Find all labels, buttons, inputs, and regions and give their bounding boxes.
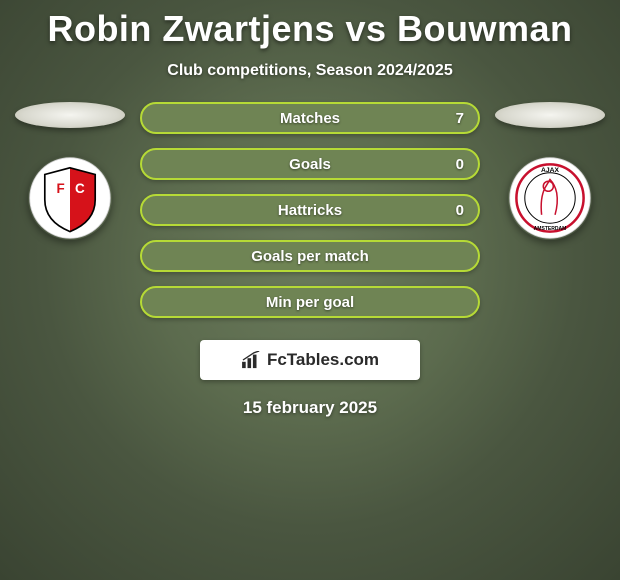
attribution-text: FcTables.com <box>267 350 379 370</box>
page-title: Robin Zwartjens vs Bouwman <box>47 8 572 50</box>
subtitle: Club competitions, Season 2024/2025 <box>167 62 452 80</box>
attribution-label: FcTables.com <box>241 350 379 370</box>
svg-text:AJAX: AJAX <box>541 167 559 174</box>
stat-row-goals-per-match: Goals per match <box>140 240 480 272</box>
comparison-row: F C Matches 7 Goals 0 Hattricks 0 Goals … <box>0 102 620 318</box>
svg-text:F: F <box>57 181 65 196</box>
attribution-box: FcTables.com <box>200 340 420 380</box>
stat-row-min-per-goal: Min per goal <box>140 286 480 318</box>
stat-label: Matches <box>280 110 340 127</box>
svg-text:C: C <box>75 181 85 196</box>
stat-value-right: 0 <box>456 202 464 219</box>
ajax-icon: AJAX AMSTERDAM <box>508 156 592 240</box>
stat-label: Min per goal <box>266 294 354 311</box>
comparison-date: 15 february 2025 <box>243 398 377 418</box>
left-player-podium <box>15 102 125 128</box>
fc-utrecht-icon: F C <box>28 156 112 240</box>
right-player-column: AJAX AMSTERDAM <box>490 102 610 240</box>
stat-value-right: 0 <box>456 156 464 173</box>
stat-label: Goals <box>289 156 331 173</box>
left-club-badge: F C <box>28 156 112 240</box>
svg-text:AMSTERDAM: AMSTERDAM <box>534 226 567 232</box>
stat-label: Goals per match <box>251 248 369 265</box>
stats-column: Matches 7 Goals 0 Hattricks 0 Goals per … <box>140 102 480 318</box>
stat-label: Hattricks <box>278 202 342 219</box>
stat-row-goals: Goals 0 <box>140 148 480 180</box>
right-club-badge: AJAX AMSTERDAM <box>508 156 592 240</box>
stat-row-hattricks: Hattricks 0 <box>140 194 480 226</box>
bar-chart-icon <box>241 351 263 369</box>
stat-row-matches: Matches 7 <box>140 102 480 134</box>
stat-value-right: 7 <box>456 110 464 127</box>
right-player-podium <box>495 102 605 128</box>
left-player-column: F C <box>10 102 130 240</box>
